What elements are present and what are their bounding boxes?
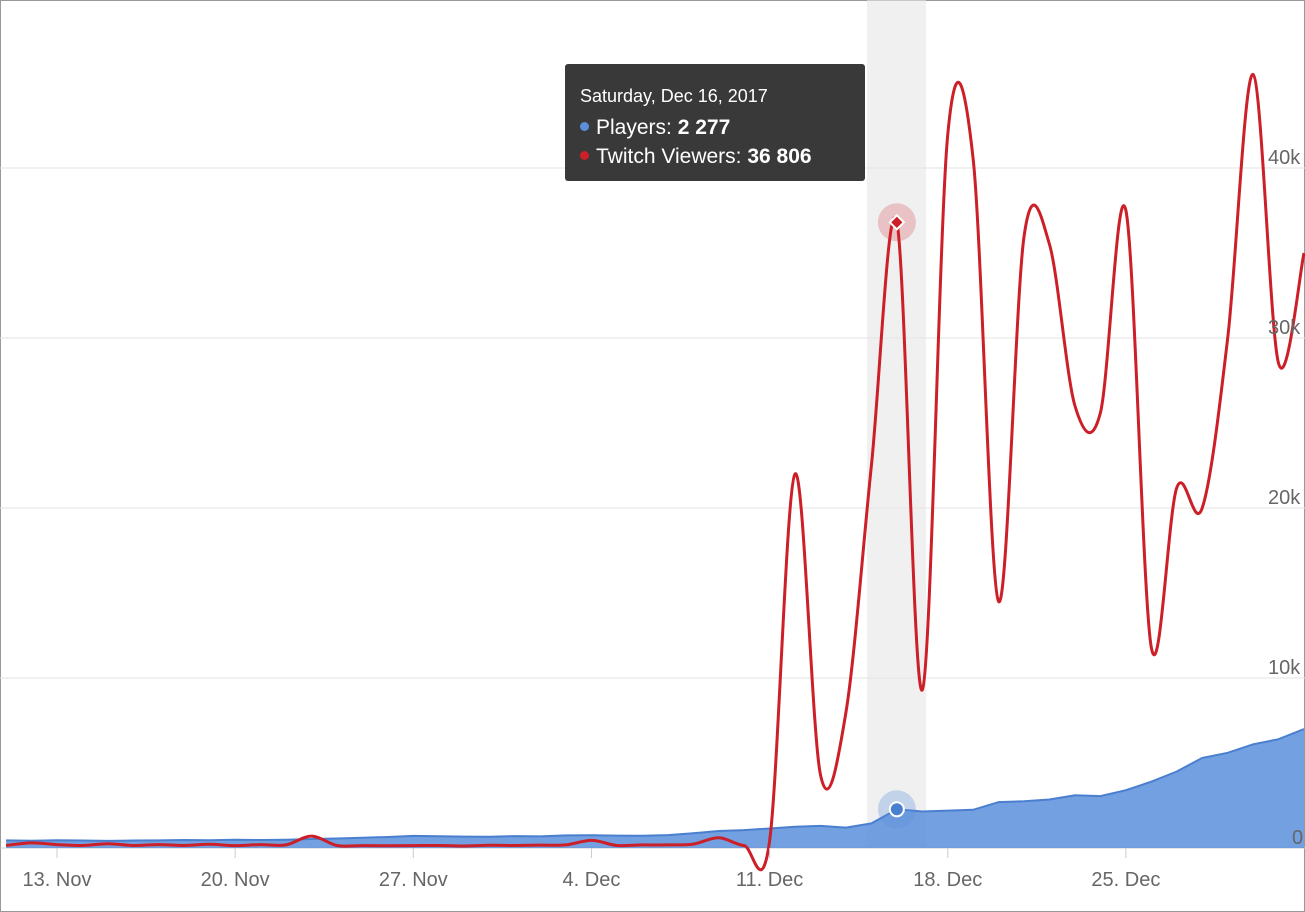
x-axis: 13. Nov 20. Nov 27. Nov 4. Dec 11. Dec 18. De… (23, 848, 1160, 891)
tooltip-players-dot-icon (580, 122, 589, 131)
tooltip-row-players: Players: 2 277 (580, 113, 865, 142)
x-tick-label: 13. Nov (23, 869, 92, 891)
tooltip-twitch-dot-icon (580, 151, 589, 160)
y-tick-label: 40k (1268, 147, 1301, 169)
twitch-line-path (5, 72, 1305, 872)
tooltip-players-label: Players: (596, 116, 678, 139)
twitch-viewers-line (5, 72, 1305, 872)
twitch-hover-point (888, 213, 906, 231)
hover-band (867, 0, 926, 848)
y-tick-label: 10k (1268, 657, 1301, 679)
tooltip-twitch-value: 36 806 (747, 145, 812, 168)
y-tick-label: 20k (1268, 487, 1301, 509)
x-tick-label: 25. Dec (1091, 869, 1160, 891)
players-area (6, 728, 1305, 848)
y-tick-label: 30k (1268, 317, 1301, 339)
x-tick-label: 27. Nov (379, 869, 448, 891)
x-tick-label: 11. Dec (736, 869, 803, 891)
x-tick-label: 4. Dec (563, 869, 621, 891)
tooltip: Saturday, Dec 16, 2017 Players: 2 277 Tw… (565, 64, 865, 181)
y-tick-label: 0 (1292, 827, 1303, 849)
x-tick-label: 18. Dec (913, 869, 982, 891)
players-hover-point (888, 801, 905, 818)
x-tick-label: 20. Nov (201, 869, 270, 891)
y-axis: 0 10k 20k 30k 40k (1268, 147, 1303, 849)
tooltip-twitch-label: Twitch Viewers: (596, 145, 748, 168)
tooltip-row-twitch: Twitch Viewers: 36 806 (580, 142, 865, 171)
tooltip-players-value: 2 277 (677, 116, 731, 139)
players-line (6, 728, 1305, 842)
tooltip-date: Saturday, Dec 16, 2017 (580, 86, 768, 106)
hover-markers (877, 203, 916, 829)
players-area-fill (6, 729, 1305, 848)
